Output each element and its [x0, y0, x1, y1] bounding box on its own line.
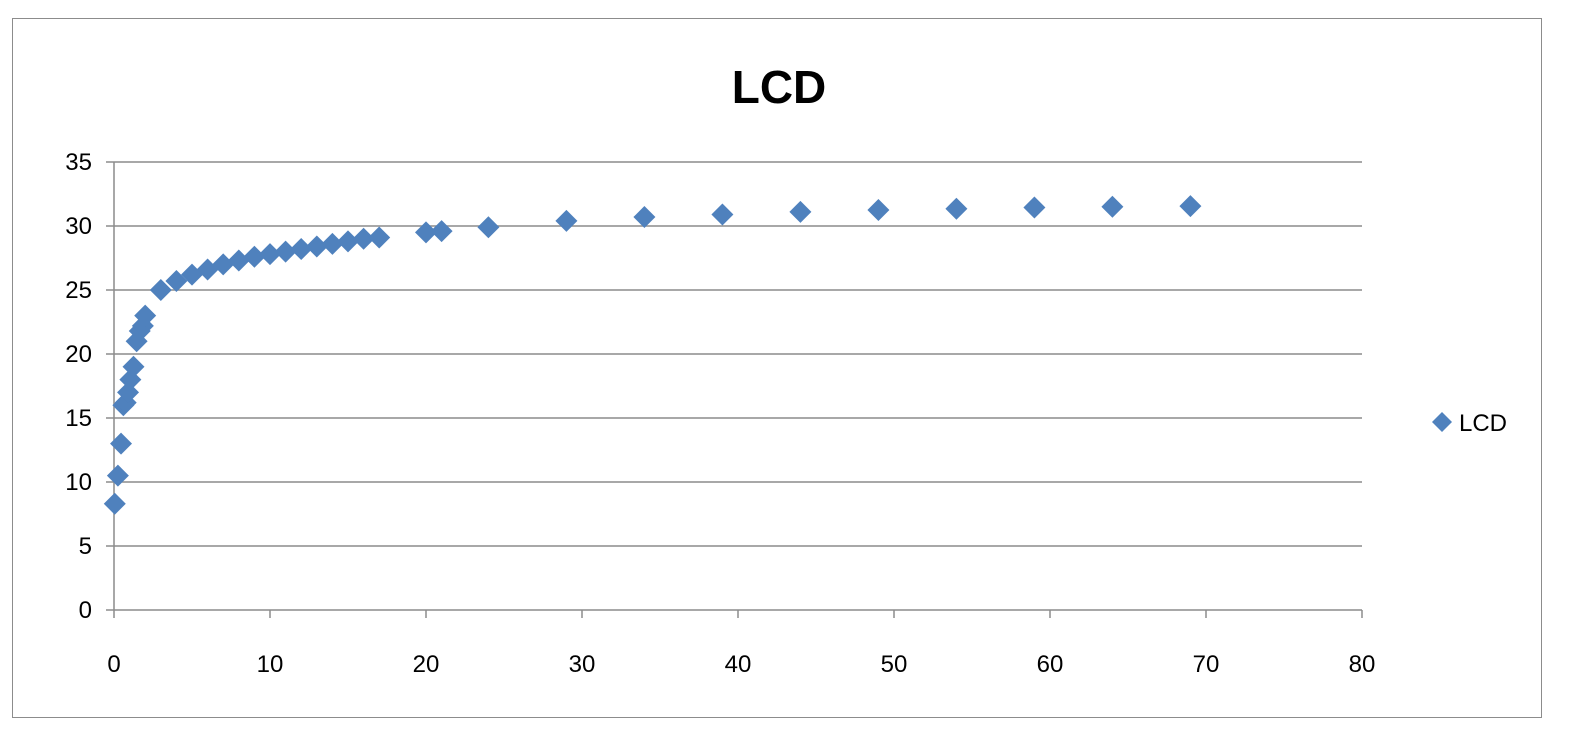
y-tick-label: 30 — [65, 213, 92, 240]
y-axis-tick-labels: 0 5 10 15 20 25 30 35 — [65, 149, 92, 624]
data-point — [305, 235, 328, 258]
data-point — [165, 270, 188, 293]
axes — [106, 161, 1363, 618]
data-point — [122, 355, 145, 378]
data-point — [227, 249, 250, 272]
x-axis-tick-labels: 0 10 20 30 40 50 60 70 80 — [107, 651, 1375, 678]
data-point — [711, 203, 734, 226]
data-point — [945, 197, 968, 220]
grid-lines — [114, 161, 1362, 547]
data-point — [1179, 195, 1202, 218]
data-point — [337, 230, 359, 253]
data-point — [106, 464, 129, 487]
scatter-chart: LCD 0 5 10 15 20 25 30 35 0 10 20 30 40 50 60 70 80 LCD — [65, 61, 1507, 678]
data-point — [430, 220, 453, 243]
x-tick-label: 20 — [413, 651, 440, 678]
data-point — [1023, 196, 1046, 219]
x-tick-label: 70 — [1193, 651, 1220, 678]
data-point — [212, 253, 235, 276]
data-point — [477, 216, 500, 239]
data-point — [149, 279, 172, 301]
data-point — [415, 221, 437, 244]
legend: LCD — [1432, 410, 1507, 437]
x-tick-label: 50 — [881, 651, 908, 678]
data-point — [633, 206, 656, 229]
data-point — [110, 432, 133, 455]
legend-entry-label: LCD — [1459, 410, 1507, 437]
x-tick-label: 10 — [257, 651, 284, 678]
data-point — [259, 243, 281, 266]
data-point — [555, 209, 578, 232]
data-point — [867, 199, 890, 221]
data-point — [789, 200, 812, 223]
data-point — [368, 226, 391, 249]
x-tick-label: 40 — [725, 651, 752, 678]
data-point — [290, 238, 313, 261]
data-points — [103, 195, 1202, 515]
data-point — [243, 245, 266, 268]
x-tick-label: 60 — [1037, 651, 1064, 678]
data-point — [117, 381, 140, 404]
y-tick-label: 35 — [65, 149, 92, 176]
x-tick-label: 30 — [569, 651, 596, 678]
data-point — [352, 227, 375, 250]
y-tick-label: 0 — [79, 597, 92, 624]
x-tick-label: 80 — [1349, 651, 1376, 678]
data-point — [103, 492, 126, 515]
data-point — [119, 368, 142, 391]
y-tick-label: 20 — [65, 341, 92, 368]
chart-frame: LCD 0 5 10 15 20 25 30 35 0 10 20 30 40 50 60 70 80 LCD — [12, 18, 1542, 718]
data-point — [274, 240, 297, 263]
y-tick-label: 25 — [65, 277, 92, 304]
chart-title: LCD — [732, 61, 827, 113]
data-point — [1101, 195, 1124, 218]
data-point — [134, 304, 157, 327]
y-tick-label: 5 — [79, 533, 92, 560]
legend-marker-diamond-icon — [1432, 412, 1452, 432]
y-tick-label: 15 — [65, 405, 92, 432]
y-tick-label: 10 — [65, 469, 92, 496]
data-point — [321, 232, 344, 255]
x-tick-label: 0 — [107, 651, 120, 678]
